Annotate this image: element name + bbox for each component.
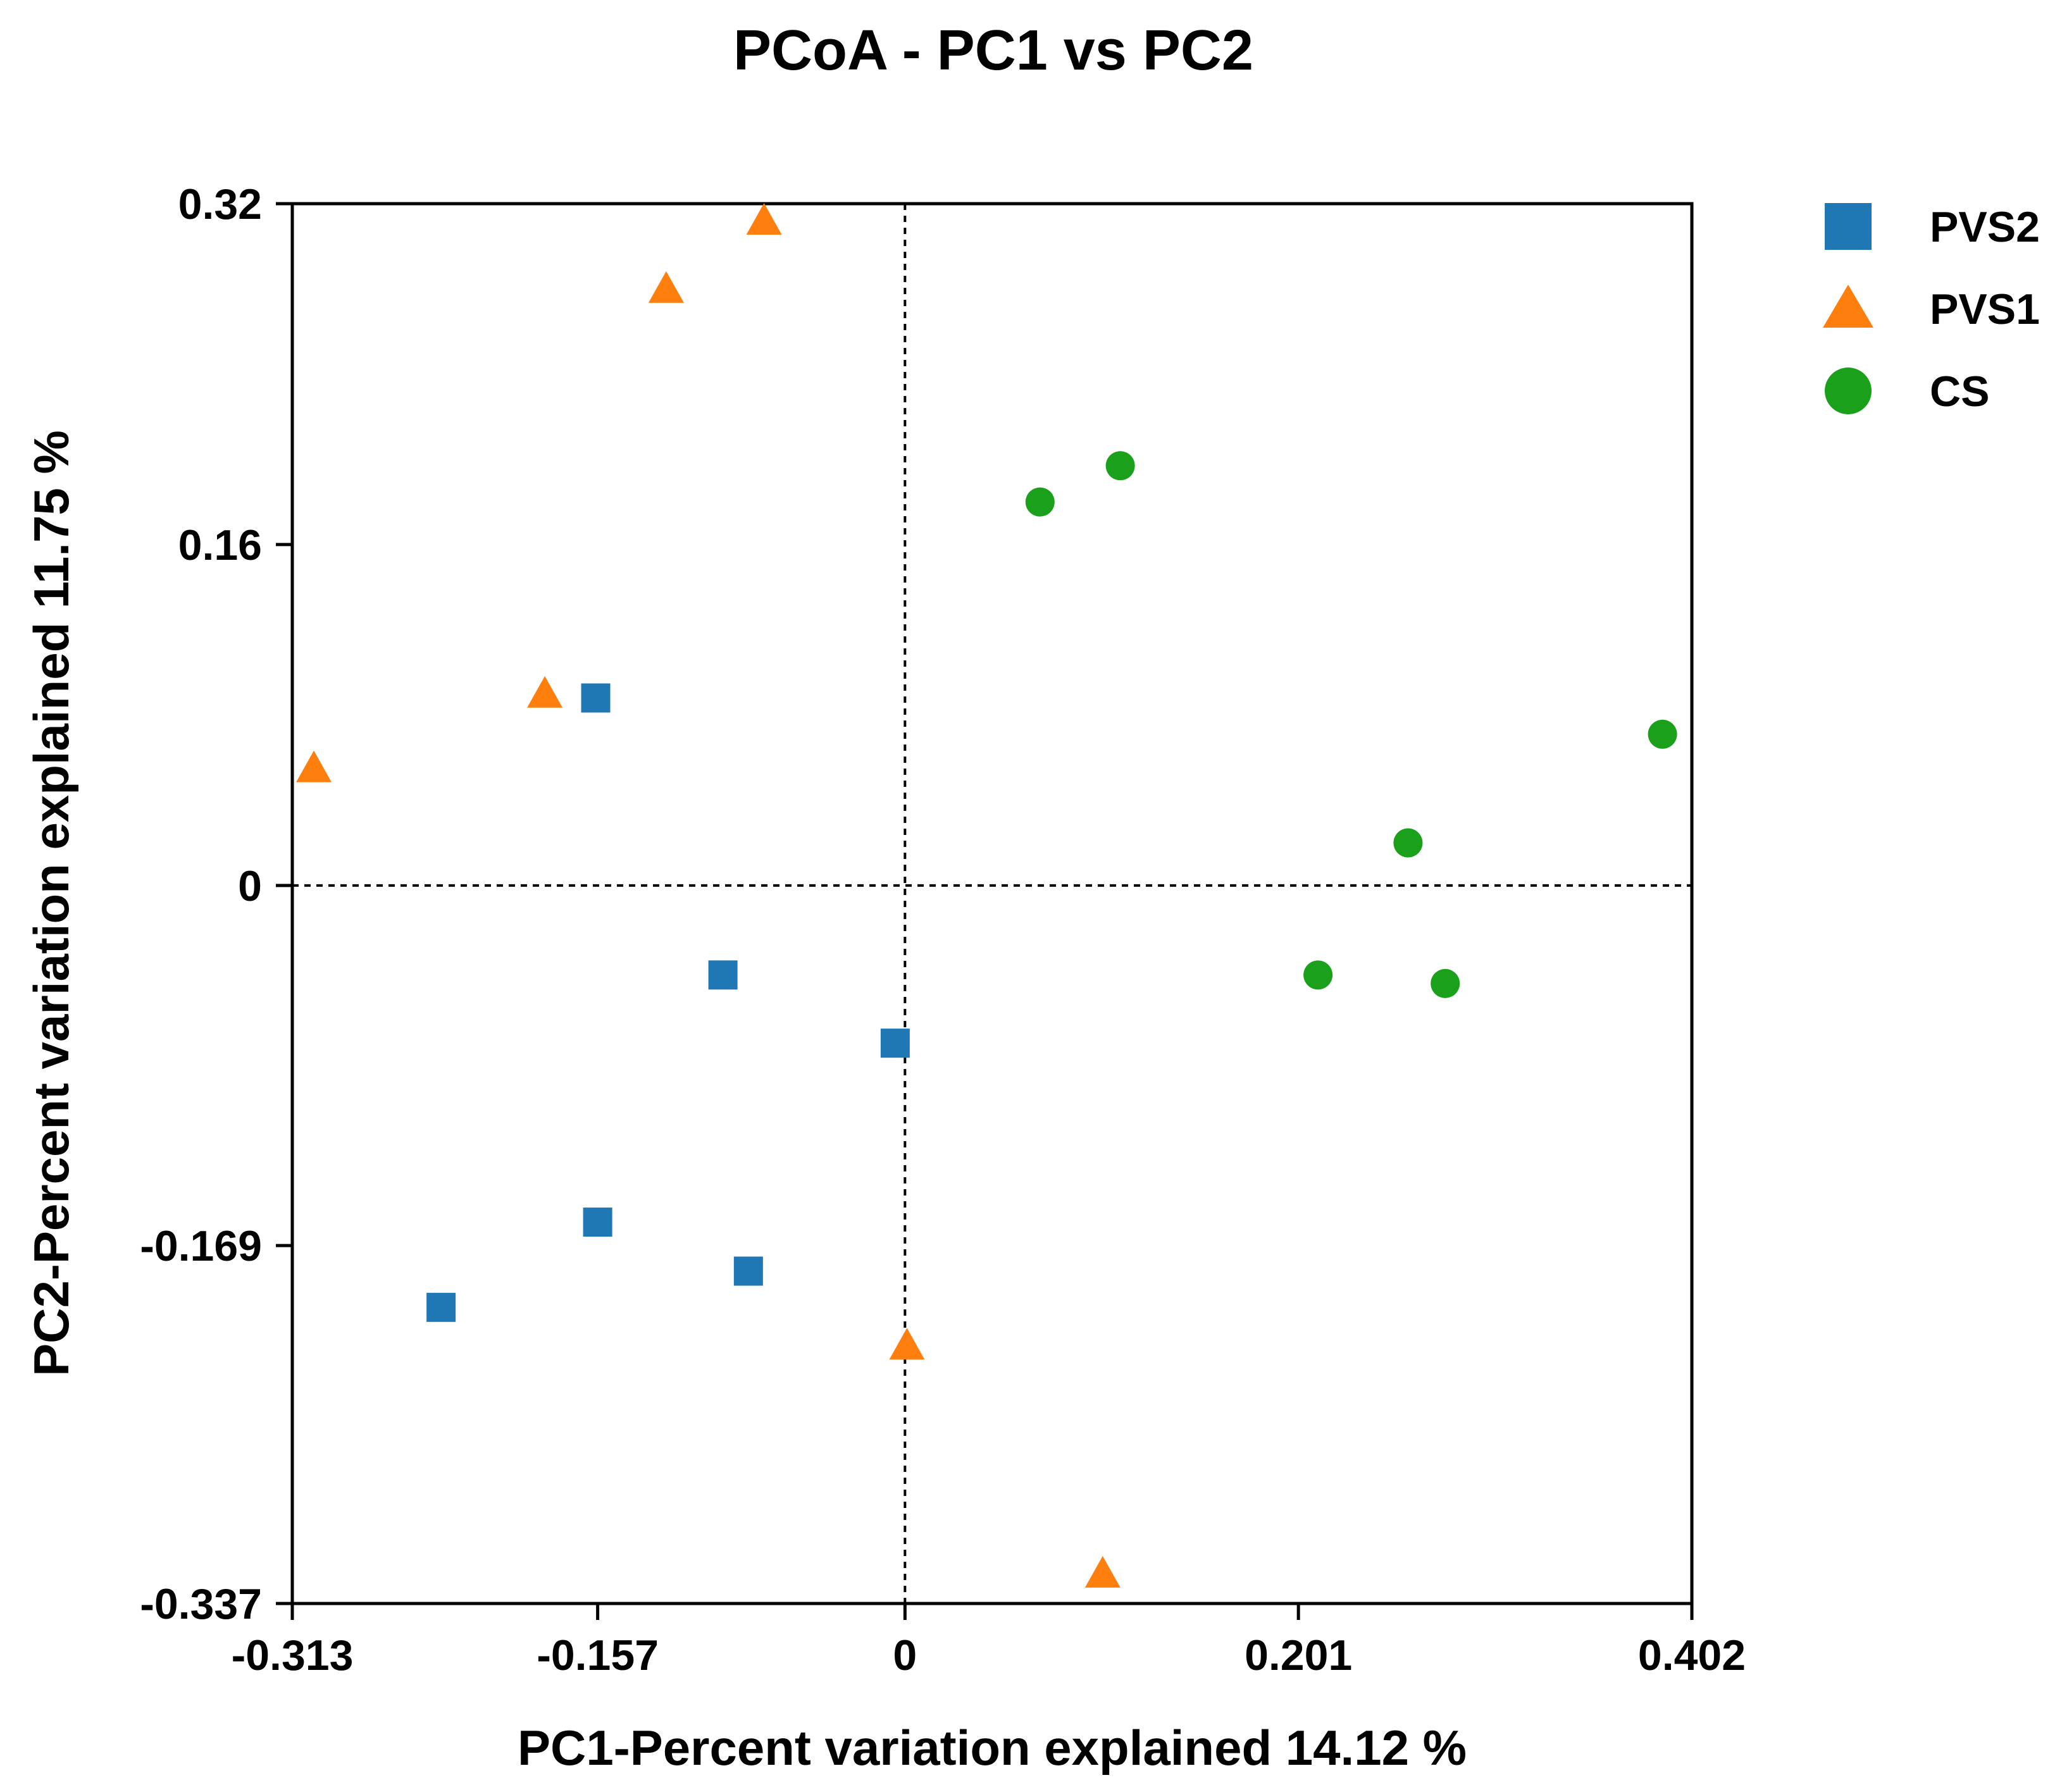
y-tick-label: -0.337: [140, 1580, 262, 1628]
data-point-pvs2: [426, 1292, 456, 1322]
series-pvs1: [296, 202, 1121, 1588]
axis-ticks: -0.313 -0.157 0 0.201 0.402 0.32 0.16 0 -0.169 -0…: [140, 180, 1746, 1679]
x-tick-label: 0.402: [1638, 1631, 1746, 1679]
data-point-cs: [1303, 960, 1333, 990]
legend-item-pvs2: PVS2: [1825, 203, 2040, 251]
reference-lines: [292, 204, 1692, 1604]
legend-item-pvs1: PVS1: [1823, 285, 2040, 333]
data-point-pvs1: [527, 676, 563, 708]
data-point-pvs2: [583, 1208, 612, 1237]
plot-frame: [290, 202, 1694, 1605]
y-tick-label: 0.16: [178, 521, 262, 569]
series-cs: [1025, 451, 1677, 998]
data-point-pvs1: [746, 202, 782, 235]
data-point-cs: [1393, 828, 1423, 858]
x-tick-label: -0.157: [537, 1631, 659, 1679]
data-points: [296, 202, 1677, 1588]
x-tick-label: 0: [893, 1631, 917, 1679]
chart-title: PCoA - PC1 vs PC2: [733, 19, 1253, 82]
data-point-cs: [1025, 487, 1055, 517]
data-point-cs: [1648, 719, 1677, 749]
y-tick-label: 0: [238, 862, 262, 910]
legend-label: CS: [1930, 368, 1989, 416]
x-tick-label: 0.201: [1245, 1631, 1352, 1679]
y-tick-label: 0.32: [178, 180, 262, 228]
legend-marker: [1825, 368, 1872, 414]
data-point-cs: [1431, 968, 1460, 998]
plot-area: -0.313 -0.157 0 0.201 0.402 0.32 0.16 0 -0.169 -0…: [140, 180, 1746, 1679]
data-point-pvs1: [889, 1328, 925, 1360]
legend: PVS2 PVS1 CS: [1823, 203, 2040, 416]
data-point-pvs2: [708, 960, 738, 990]
data-point-pvs1: [1084, 1555, 1121, 1588]
y-axis-label: PC2-Percent variation explained 11.75 %: [23, 430, 79, 1376]
legend-marker: [1823, 285, 1873, 328]
data-point-cs: [1105, 451, 1135, 481]
legend-label: PVS1: [1930, 285, 2040, 333]
data-point-pvs2: [581, 683, 611, 713]
legend-item-cs: CS: [1825, 368, 1989, 416]
series-pvs2: [426, 683, 910, 1322]
data-point-pvs1: [648, 271, 684, 303]
y-tick-label: -0.169: [140, 1222, 262, 1270]
legend-marker: [1825, 203, 1872, 250]
data-point-pvs2: [880, 1029, 910, 1058]
data-point-pvs1: [296, 750, 332, 782]
data-point-pvs2: [733, 1256, 763, 1286]
x-axis-label: PC1-Percent variation explained 14.12 %: [518, 1720, 1467, 1776]
x-tick-label: -0.313: [232, 1631, 354, 1679]
legend-label: PVS2: [1930, 203, 2040, 251]
